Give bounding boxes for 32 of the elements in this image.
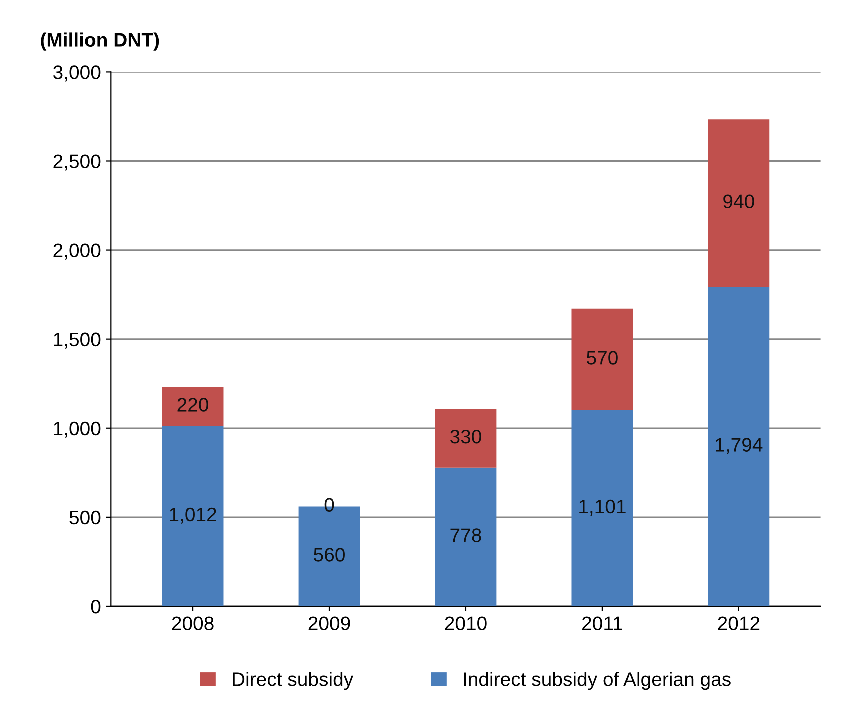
x-tick-label: 2009 <box>308 616 350 630</box>
y-tick-label: 1,000 <box>54 422 101 438</box>
data-label: 560 <box>314 548 345 562</box>
y-axis-title: (Million DNT) <box>41 32 160 51</box>
y-tick-label: 2,000 <box>54 244 101 260</box>
legend-label: Direct subsidy <box>233 672 354 690</box>
data-label: 1,794 <box>716 438 763 454</box>
y-tick-label: 2,500 <box>54 154 101 171</box>
bar <box>572 410 634 606</box>
x-tick-label: 2012 <box>718 616 760 630</box>
data-label: 1,012 <box>170 508 216 524</box>
y-tick-label: 1,500 <box>54 332 101 349</box>
y-tick-label: 3,000 <box>54 66 101 82</box>
y-tick-label: 500 <box>70 510 101 525</box>
bar <box>708 120 770 287</box>
data-label: 940 <box>724 194 754 208</box>
bar <box>162 426 224 606</box>
y-tick-label: 0 <box>91 600 101 614</box>
data-label: 570 <box>587 351 618 365</box>
x-tick-label: 2011 <box>582 616 622 630</box>
bar <box>162 387 224 426</box>
legend-label: Indirect subsidy of Algerian gas <box>464 672 731 690</box>
bar <box>708 286 770 606</box>
data-label: 1,101 <box>580 500 626 516</box>
bar <box>572 308 634 410</box>
bar <box>435 468 497 606</box>
x-tick-label: 2008 <box>172 616 214 630</box>
data-label: 220 <box>178 398 208 412</box>
bar <box>435 409 497 468</box>
data-label: 778 <box>450 528 482 542</box>
data-label: 330 <box>450 430 482 444</box>
x-tick-label: 2010 <box>445 616 487 630</box>
